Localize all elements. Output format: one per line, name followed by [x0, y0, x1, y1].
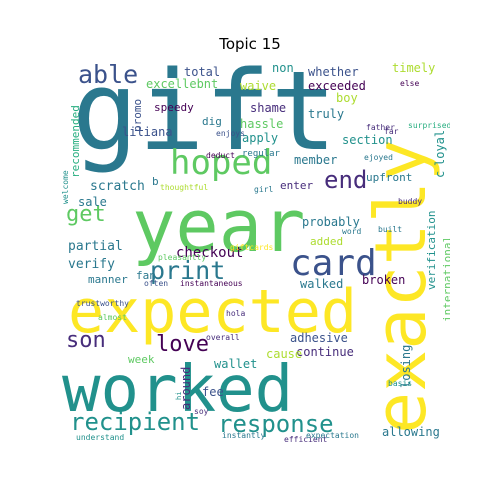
word-built: built — [378, 225, 403, 234]
word-continue: continue — [296, 345, 354, 359]
word-broken: broken — [362, 273, 406, 287]
word-gift: gift — [72, 62, 337, 175]
word-else: else — [400, 79, 420, 88]
word-around: around — [179, 366, 193, 410]
chart-title: Topic 15 — [219, 35, 281, 53]
word-fan: fan — [136, 269, 156, 282]
word-week: week — [128, 353, 155, 366]
word-probably: probably — [302, 215, 360, 229]
word-hi: hi — [175, 391, 183, 400]
word-adhesive: adhesive — [290, 331, 348, 345]
word-walked: walked — [300, 277, 344, 291]
word-get: get — [66, 202, 106, 227]
word-whether: whether — [308, 65, 359, 79]
word-giftcards: giftcards — [230, 243, 274, 252]
word-son: son — [66, 328, 106, 353]
word-waive: waive — [240, 79, 277, 93]
word-section: section — [342, 133, 393, 147]
word-b: b — [152, 175, 159, 188]
word-ejoyed: ejoyed — [364, 153, 393, 162]
word-girl: girl — [254, 185, 274, 194]
word-hoped: hoped — [170, 143, 273, 183]
word-exceeded: exceeded — [308, 79, 366, 93]
word-worked: worked — [62, 353, 294, 427]
word-verification: verification — [425, 210, 438, 290]
word-expected: expected — [68, 277, 357, 347]
word-regular: regular — [242, 149, 280, 159]
word-father: father — [366, 123, 395, 132]
word-cloud: gift year exactly worked expected hoped … — [62, 62, 450, 450]
word-apply: apply — [242, 131, 279, 145]
word-enter: enter — [280, 179, 314, 192]
word-year: year — [132, 184, 306, 268]
word-basis: basis — [388, 379, 413, 388]
word-non: non — [272, 62, 294, 75]
word-dig: dig — [202, 115, 222, 128]
word-instantaneous: instantaneous — [180, 279, 243, 288]
word-pleasantly: pleasantly — [158, 253, 207, 262]
word-cause: cause — [266, 347, 303, 361]
word-recipient: recipient — [70, 408, 201, 436]
word-speedy: speedy — [154, 101, 194, 114]
word-deduct: deduct — [206, 151, 235, 160]
word-upfront: upfront — [366, 171, 413, 184]
word-sale: sale — [78, 195, 107, 209]
word-print: print — [150, 256, 226, 285]
word-efficient: efficient — [284, 435, 328, 444]
word-often: often — [144, 279, 169, 288]
word-understand: understand — [76, 433, 125, 442]
word-added: added — [310, 235, 344, 248]
word-love: love — [156, 332, 209, 357]
word-c: c — [433, 170, 447, 178]
word-welcome: welcome — [62, 170, 70, 204]
word-hola: hola — [226, 309, 246, 318]
word-verify: verify — [68, 257, 115, 272]
word-able: able — [78, 62, 139, 89]
word-response: response — [218, 410, 334, 438]
word-truly: truly — [308, 107, 345, 121]
word-hassle: hassle — [240, 117, 284, 131]
word-buddy: buddy — [398, 197, 423, 206]
word-enjoys: enjoys — [216, 129, 245, 138]
word-far: far — [384, 127, 399, 136]
word-loyal: loyal — [433, 129, 447, 166]
word-thoughtful: thoughtful — [160, 183, 209, 192]
word-instantly: instantly — [222, 431, 266, 440]
word-partial: partial — [68, 239, 123, 254]
word-timely: timely — [392, 62, 436, 75]
word-wallet: wallet — [214, 357, 258, 371]
word-total: total — [184, 65, 221, 79]
word-almost: almost — [98, 313, 127, 322]
word-expectation: expectation — [306, 431, 359, 440]
word-liliana: liliana — [122, 125, 173, 139]
word-member: member — [294, 153, 338, 167]
word-surprised: surprised — [408, 121, 450, 130]
word-recommended: recommended — [69, 105, 82, 178]
word-scratch: scratch — [90, 179, 145, 194]
word-excellebnt: excellebnt — [146, 77, 219, 91]
word-end: end — [324, 166, 368, 194]
word-overall: overall — [206, 333, 240, 342]
word-fee: fee — [202, 385, 224, 399]
word-allowing: allowing — [382, 425, 440, 439]
word-boy: boy — [336, 91, 358, 105]
word-soy: soy — [194, 407, 209, 416]
word-shame: shame — [250, 101, 287, 115]
word-manner: manner — [88, 273, 128, 286]
word-trustworthy: trustworthy — [76, 299, 129, 308]
word-checkout: checkout — [176, 245, 244, 261]
word-international: international — [441, 235, 450, 322]
word-card: card — [290, 243, 377, 284]
word-word: word — [342, 227, 362, 236]
